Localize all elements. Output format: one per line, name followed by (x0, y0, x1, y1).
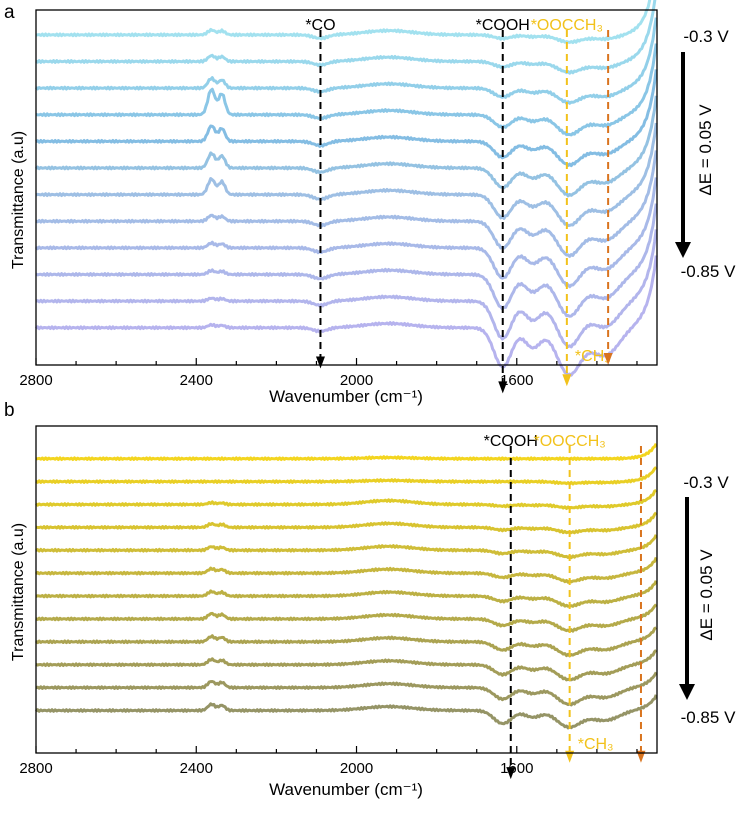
annotation-label: *CH₃ (578, 736, 614, 753)
panel-a-series-line (35, 43, 658, 137)
panel-b-potential-top-label: -0.3 V (683, 473, 729, 492)
panel-a-series-line (34, 255, 658, 377)
annotation-label: *OOCCH₃ (534, 433, 606, 450)
panel-b-x-tick-label: 2800 (19, 760, 52, 777)
panel-a-chart: *CO *COOH *OOCCH₃ *CH₃ 2800 2400 2000 1600 Wav… (10, 0, 736, 406)
panel-b-potential-bottom-label: -0.85 V (681, 708, 736, 727)
panel-a-x-ticks: 2800 2400 2000 1600 (19, 358, 638, 389)
panel-b-chart: *COOH*OOCCH₃ *CH₃ 2800 2400 2000 1600 Wavenu… (10, 425, 736, 799)
annotation-arrow-head (636, 750, 646, 763)
panel-a-series-line (35, 0, 657, 75)
annotation-arrow-head (565, 750, 575, 763)
panel-letter-b: b (4, 400, 15, 421)
panel-a-potential-bottom-label: -0.85 V (681, 262, 736, 281)
panel-a-series-line (35, 203, 658, 318)
panel-a-series-line (34, 177, 658, 289)
panel-b-x-tick-label: 1600 (500, 760, 533, 777)
panel-a-x-tick-label: 1600 (500, 372, 533, 389)
panel-b-x-ticks: 2800 2400 2000 1600 (19, 746, 638, 777)
panel-a-series-line (35, 122, 658, 227)
panel-a-series-line (35, 69, 658, 168)
annotation-arrow-head (603, 353, 613, 365)
panel-a-series-group (34, 0, 658, 377)
annotation-label: *CH₃ (575, 348, 611, 365)
annotation-label: *COOH (476, 17, 530, 34)
panel-b-x-tick-label: 2000 (340, 760, 373, 777)
panel-a-x-tick-label: 2400 (180, 372, 213, 389)
panel-b-y-axis-label: Transmittance (a.u) (10, 523, 27, 661)
annotation-label: *OOCCH₃ (531, 17, 603, 34)
panel-letter-a: a (4, 2, 15, 23)
panel-b-series-line (34, 556, 658, 584)
panel-b-plot-frame (35, 425, 658, 754)
panel-b-series-line (34, 488, 657, 510)
annotation-arrow-head (315, 356, 325, 369)
panel-b-x-axis-label: Wavenumber (cm⁻¹) (269, 780, 423, 799)
annotation-arrow-head (562, 374, 572, 387)
panel-a-annotations: *CO *COOH *OOCCH₃ *CH₃ (305, 17, 613, 394)
panel-a-potential-arrow-head (675, 242, 691, 258)
panel-b-series-group (34, 442, 658, 730)
annotation-label: *CO (305, 17, 335, 34)
panel-b-series-line (35, 511, 658, 535)
panel-b-series-line (34, 694, 658, 730)
panel-b-series-line (35, 466, 658, 486)
annotation-label: *COOH (484, 433, 538, 450)
panel-b-x-tick-label: 2400 (180, 760, 213, 777)
panel-b-series-line (35, 671, 658, 707)
panel-b-series-line (35, 442, 658, 461)
panel-b-potential-arrow-head (679, 684, 695, 700)
panel-a-x-axis-label: Wavenumber (cm⁻¹) (269, 387, 423, 406)
panel-b-annotations: *COOH*OOCCH₃ *CH₃ (484, 433, 646, 780)
panel-b-step-label: ΔE = 0.05 V (697, 549, 716, 641)
panel-a-series-line (34, 17, 658, 105)
panel-b-series-line (34, 626, 657, 658)
panel-a-series-line (35, 229, 658, 349)
annotation-arrow-head (498, 381, 508, 394)
panel-b-series-line (35, 603, 658, 633)
panel-b-series-line (35, 580, 658, 608)
panel-a-x-tick-label: 2000 (340, 372, 373, 389)
panel-a-plot-frame (35, 9, 658, 366)
annotation-arrow-head (506, 767, 516, 780)
panel-b-series-line (35, 534, 658, 560)
panel-a-series-line (35, 0, 652, 45)
panel-a-step-label: ΔE = 0.05 V (696, 104, 715, 196)
panel-a-series-line (35, 150, 658, 258)
panel-a-series-line (34, 95, 658, 198)
panel-a-x-tick-label: 2800 (19, 372, 52, 389)
panel-b-series-line (35, 649, 658, 682)
panel-a-y-axis-label: Transmittance (a.u) (10, 131, 27, 269)
panel-a-potential-top-label: -0.3 V (683, 27, 729, 46)
